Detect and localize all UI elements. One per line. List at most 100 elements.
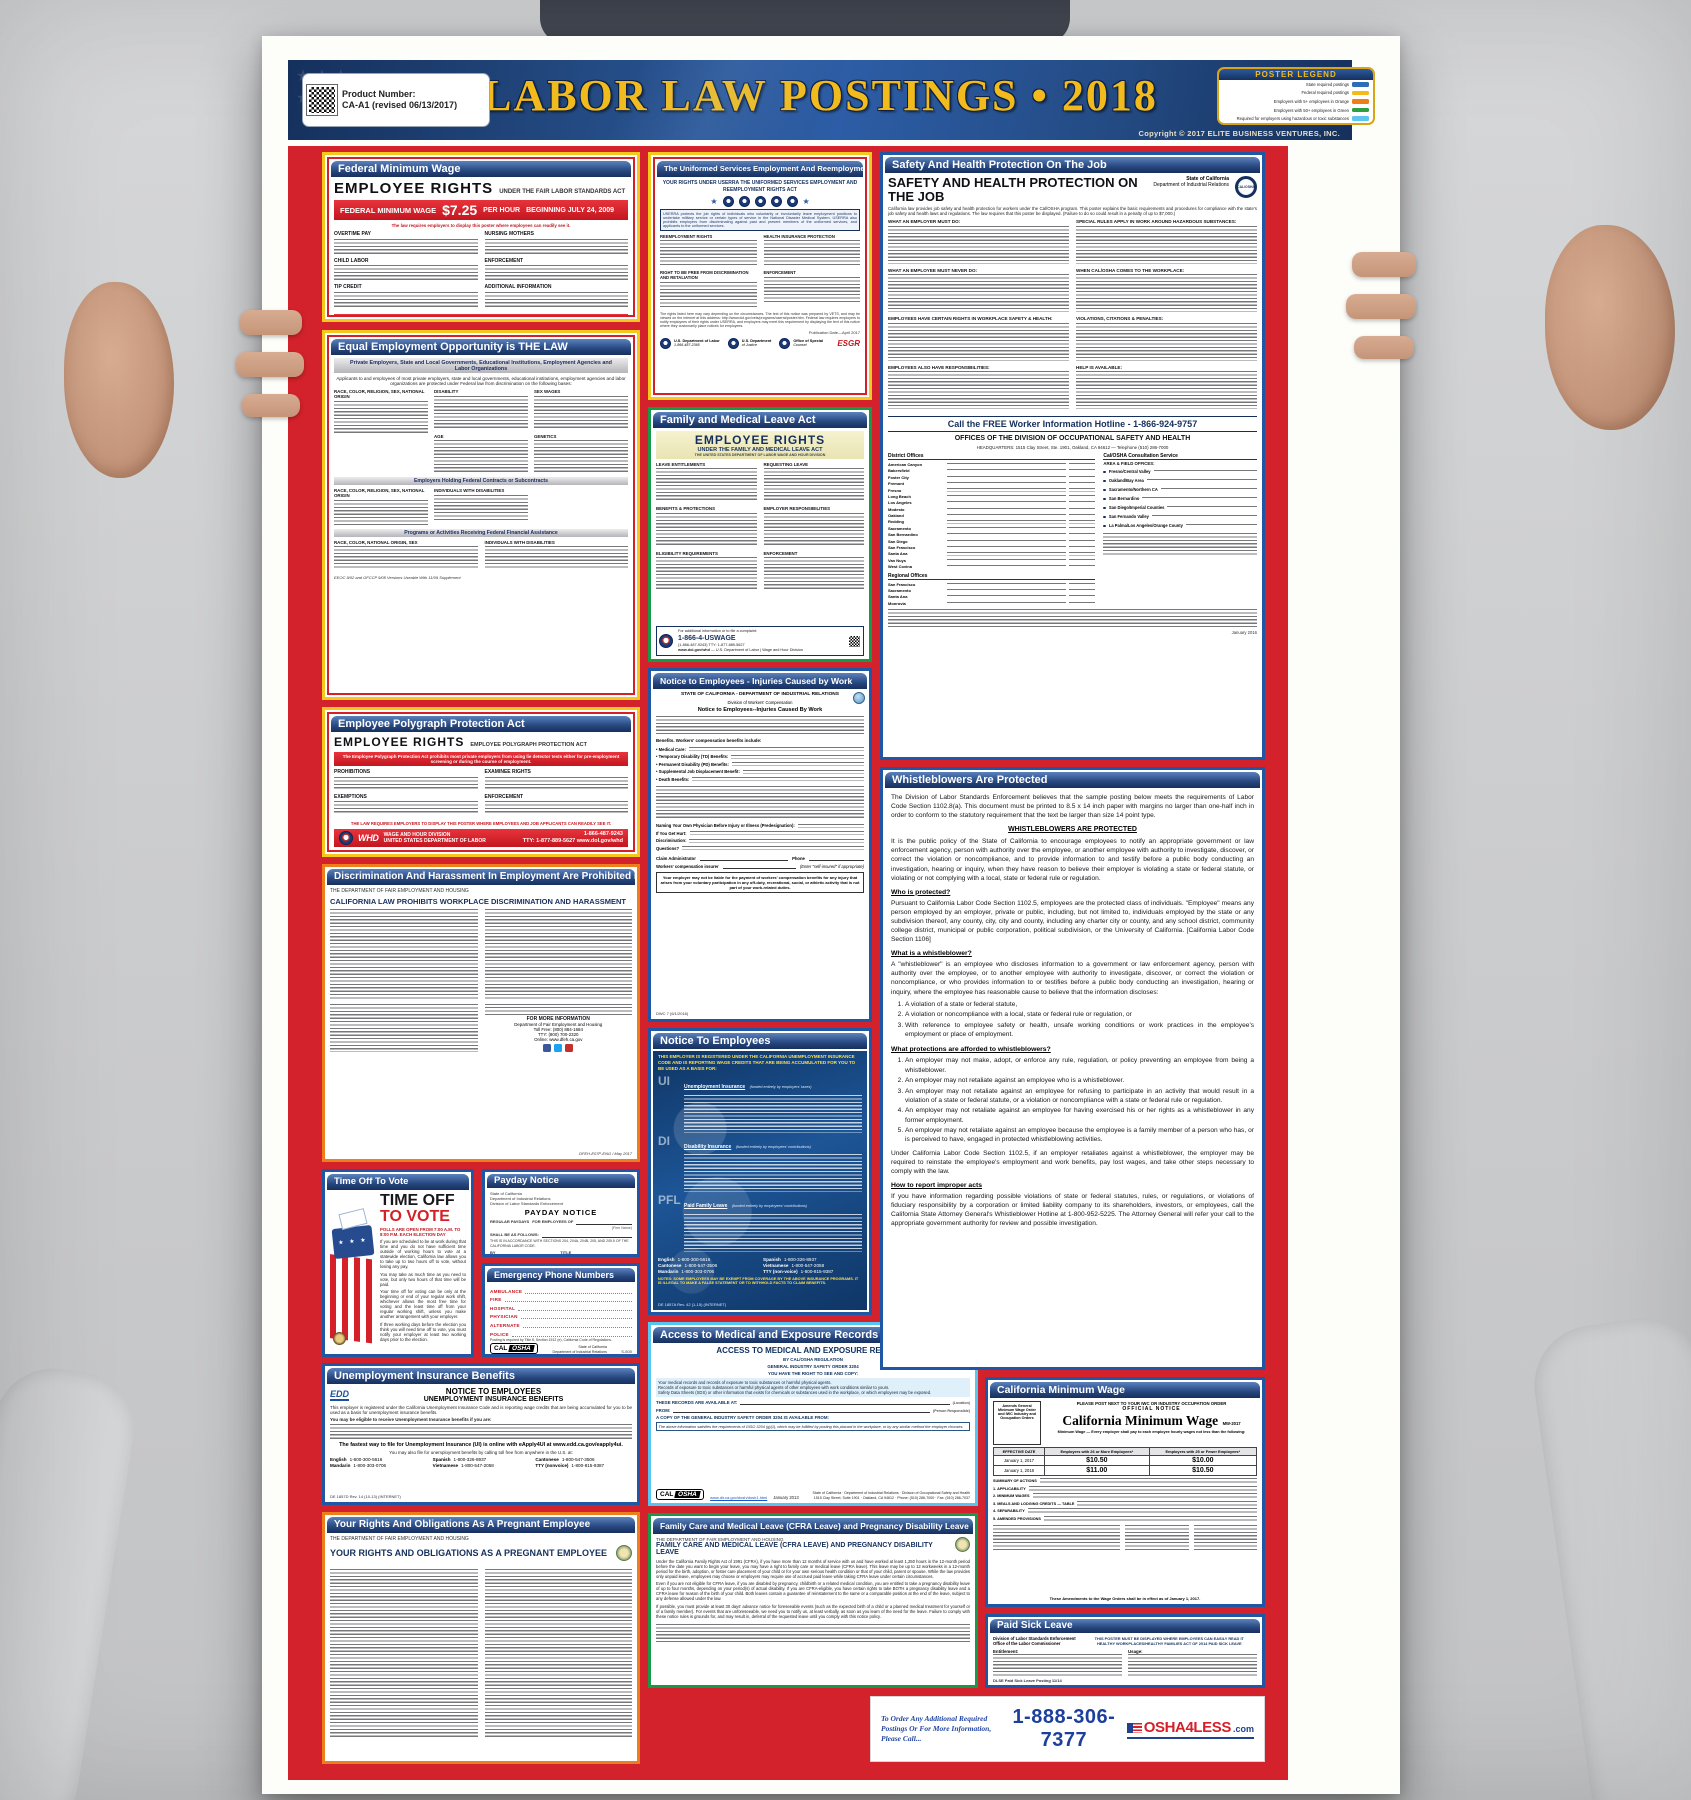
access-title: ACCESS TO MEDICAL AND EXPOSURE RECORDS — [716, 1346, 910, 1355]
edd-logo: EDD — [330, 1388, 350, 1401]
poly-agency: WAGE AND HOUR DIVISION UNITED STATES DEP… — [384, 832, 518, 845]
camw-th-date: EFFECTIVE DATE — [993, 1447, 1045, 1456]
disc-phone: Toll Free: (800) 884-1684 — [533, 1027, 583, 1032]
whistle-q1: Who is protected? — [891, 888, 951, 896]
payday-line3: SHALL BE AS FOLLOWS: — [490, 1232, 539, 1238]
safety-subheads: WHAT AN EMPLOYER MUST DO: WHAT AN EMPLOY… — [888, 219, 1257, 413]
userra-note-box: USERRA protects the job rights of indivi… — [660, 209, 860, 231]
psl-entitlement-head: Entitlement: — [993, 1648, 1019, 1654]
text-lines — [947, 565, 1067, 569]
text-lines — [684, 1094, 862, 1133]
text-lines — [1069, 494, 1096, 499]
userra-agency: U.S. Department of Labor 1-866-487-2365 — [660, 337, 720, 349]
legend-color-chip — [1352, 82, 1369, 87]
text-lines — [330, 1569, 478, 1739]
section-tab: Family and Medical Leave Act — [653, 412, 867, 428]
access-sub2: GENERAL INDUSTRY SAFETY ORDER 3204 — [767, 1364, 859, 1369]
text-lines — [1069, 520, 1096, 524]
safety-subhead: WHAT AN EMPLOYER MUST DO: — [888, 219, 961, 225]
camw-lead-row: 5. AMENDED PROVISIONS — [993, 1515, 1257, 1522]
text-lines — [656, 1623, 970, 1642]
safety-subhead-block: WHEN CAL/OSHA COMES TO THE WORKPLACE: — [1076, 268, 1257, 313]
district-office-row: Los Angeles — [888, 500, 1096, 506]
edd-phone-number: 1-800-300-5616 — [677, 1256, 711, 1262]
uib-phone-row: Mandarin 1-800-303-0706 — [330, 1463, 427, 1468]
fmw-subhead-block: ADDITIONAL INFORMATION — [484, 284, 628, 307]
district-office-city: Redding — [888, 519, 904, 525]
userra-footnote: The rights listed here may vary dependin… — [660, 311, 860, 328]
text-lines — [731, 762, 864, 767]
area-offices-label: Area & Field Offices: — [1103, 461, 1155, 467]
text-lines — [334, 546, 478, 568]
edd-note: NOTES: SOME EMPLOYEES MAY BE EXEMPT FROM… — [658, 1276, 859, 1285]
text-lines — [947, 601, 1067, 605]
text-lines — [484, 238, 628, 254]
section-tab: Notice to Employees - Injuries Caused by… — [653, 673, 867, 689]
camw-lead-list: SUMMARY OF ACTIONS 1. APPLICABILITY 2. M… — [993, 1478, 1257, 1523]
text-lines — [484, 1569, 632, 1739]
text-lines — [534, 440, 628, 474]
safety-subhead-block: EMPLOYEES HAVE CERTAIN RIGHTS IN WORKPLA… — [888, 316, 1069, 361]
military-seal-icon — [722, 195, 734, 207]
district-office-row: Oakland — [888, 512, 1096, 518]
section-federal-minimum-wage: Federal Minimum Wage EMPLOYEE RIGHTS UND… — [322, 152, 640, 322]
text-lines — [1125, 1525, 1189, 1551]
text-lines — [484, 776, 628, 790]
section-tab: Discrimination And Harassment In Employm… — [327, 869, 635, 885]
fmw-subhead: CHILD LABOR — [334, 257, 369, 264]
inj-lead-label: Questions? — [656, 845, 680, 851]
text-lines — [484, 291, 628, 307]
esgr-logo: ESGR — [837, 338, 860, 348]
camw-lead-label: 3. MEALS AND LODGING CREDITS — TABLE — [993, 1501, 1075, 1506]
section-california-minimum-wage: California Minimum Wage Amends General M… — [985, 1377, 1265, 1607]
text-lines — [763, 240, 860, 266]
fmw-subhead: OVERTIME PAY — [334, 231, 371, 237]
blank-line — [500, 1250, 557, 1254]
section-tab: Notice To Employees — [653, 1033, 867, 1049]
osha4less-wordmark: OSHA4LESS — [1143, 1719, 1232, 1736]
inj-benefit-row: • Supplemental Job Displacement Benefit: — [656, 768, 864, 776]
uib-phone-language: Vietnamese — [432, 1463, 459, 1468]
fmla-subhead: LEAVE ENTITLEMENTS — [656, 461, 706, 467]
facebook-icon — [543, 1044, 552, 1052]
edd-phone-language: English — [658, 1256, 675, 1262]
fmw-wage-label: FEDERAL MINIMUM WAGE — [340, 205, 437, 215]
legend-color-chip — [1352, 99, 1369, 104]
regional-office-city: Sacramento — [888, 588, 911, 593]
poly-subhead: PROHIBITIONS — [334, 769, 371, 775]
text-lines — [1069, 514, 1096, 518]
uib-phone-language: Spanish — [432, 1457, 451, 1462]
text-lines — [947, 494, 1067, 499]
access-bullet: Records of exposure to toxic substances … — [658, 1385, 890, 1390]
edd-phone-language: Vietnamese — [763, 1262, 789, 1268]
inj-claim-admin-label: Claim Administrator — [656, 855, 696, 861]
text-lines — [993, 1653, 1122, 1676]
camw-official-notice: OFFICIAL NOTICE — [1122, 1406, 1181, 1412]
text-lines — [1069, 595, 1096, 599]
camw-lead-label: 4. SEPARABILITY — [993, 1509, 1025, 1513]
fmw-headline: EMPLOYEE RIGHTS UNDER THE FAIR LABOR STA… — [334, 180, 628, 197]
text-lines — [947, 526, 1067, 530]
camw-table-header-row: EFFECTIVE DATE Employers with 26 or More… — [993, 1447, 1258, 1456]
text-lines — [656, 715, 864, 736]
fmw-display-note: The law requires employers to display th… — [391, 223, 571, 228]
poly-headline: EMPLOYEE RIGHTS EMPLOYEE POLYGRAPH PROTE… — [334, 735, 628, 749]
text-lines — [334, 776, 478, 790]
fmla-subhead: REQUESTING LEAVE — [763, 461, 809, 467]
bullet-icon — [1103, 515, 1106, 519]
userra-subhead: ENFORCEMENT — [763, 270, 796, 275]
qr-code-icon — [848, 634, 861, 648]
poster-legend: POSTER LEGEND State required postings Fe… — [1217, 67, 1375, 125]
section-pregnant-employee-rights: Your Rights And Obligations As A Pregnan… — [322, 1512, 640, 1764]
district-office-row: Santa Ana — [888, 551, 1096, 557]
cfra-paragraph: Under the California Family Rights Act o… — [656, 1558, 970, 1579]
userra-agency: Office of Special Counsel — [779, 337, 823, 349]
inj-lead-row: Naming Your Own Physician Before Injury … — [656, 822, 864, 830]
text-lines — [947, 488, 1067, 492]
eeo-subhead-block: GENETICS — [534, 434, 628, 474]
fmw-subhead: ADDITIONAL INFORMATION — [484, 284, 552, 290]
text-lines — [1069, 565, 1096, 569]
text-lines — [330, 1424, 632, 1440]
poly-footer-band: WHD WAGE AND HOUR DIVISION UNITED STATES… — [334, 829, 628, 848]
section-tab: Family Care and Medical Leave (CFRA Leav… — [653, 1518, 973, 1534]
